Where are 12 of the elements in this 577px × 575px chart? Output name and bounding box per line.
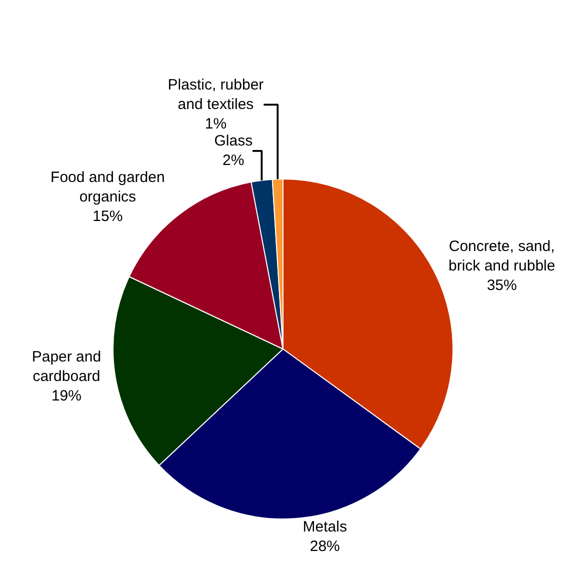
slice-label: Glass xyxy=(214,132,253,150)
slice-label: Paper and cardboard xyxy=(32,348,102,385)
data-label: 28% xyxy=(310,538,340,556)
data-label: 15% xyxy=(92,208,123,226)
slice-label: Concrete, sand, brick and rubble xyxy=(448,238,556,275)
slice-label: Metals xyxy=(302,518,347,536)
slice-label: Plastic, rubber and textiles xyxy=(168,76,264,114)
data-label: 1% xyxy=(204,116,227,133)
data-label: 35% xyxy=(486,277,517,294)
slice-label: Food and garden organics xyxy=(50,169,165,206)
data-label: 2% xyxy=(222,152,244,170)
data-label: 19% xyxy=(51,387,82,404)
